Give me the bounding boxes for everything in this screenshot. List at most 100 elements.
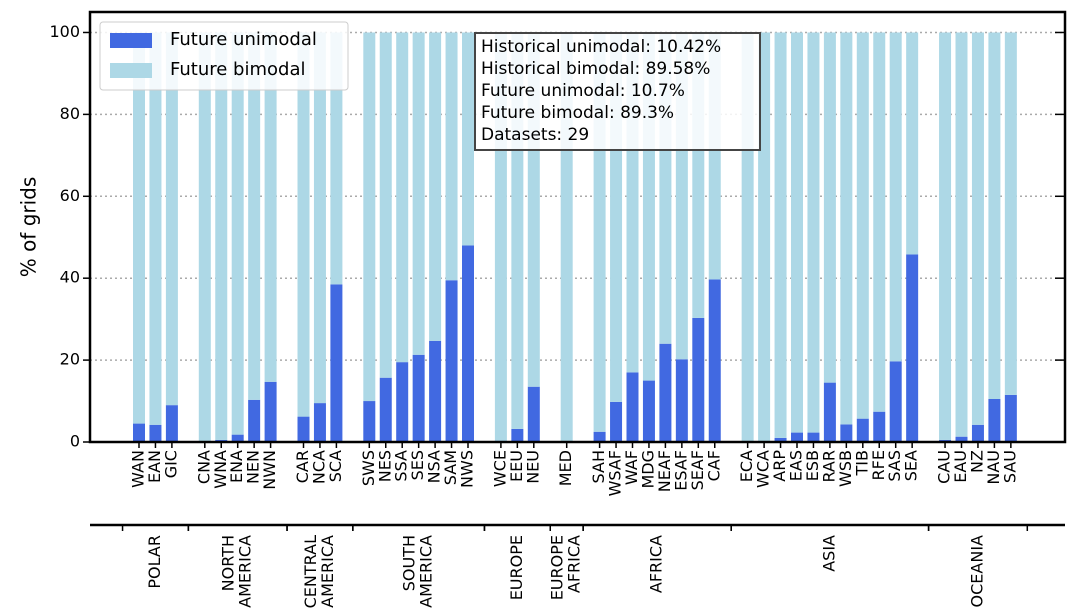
bar-segment (429, 32, 442, 341)
group-label: ASIA (819, 535, 838, 572)
bar-segment (675, 359, 688, 442)
bar-segment (445, 280, 458, 442)
plot-frame (88, 10, 1067, 444)
bar-segment (297, 32, 310, 417)
legend-label: Future bimodal (170, 59, 305, 80)
x-tick-label: WSB (836, 450, 855, 487)
x-tick-label: WSAF (606, 450, 625, 496)
bar-segment (248, 399, 261, 442)
bar-segment (840, 32, 853, 425)
bar-segment (971, 32, 984, 425)
bar-segment (511, 32, 524, 429)
bar-segment (313, 32, 326, 404)
x-tick-label: WNA (211, 450, 230, 489)
legend-swatch (110, 63, 152, 78)
annotation-box (474, 32, 761, 151)
x-tick-label: NAU (984, 450, 1003, 485)
x-tick-label: WCE (490, 450, 509, 487)
bar-segment (133, 423, 145, 442)
bar-segment (396, 362, 409, 442)
x-tick-label: SEAF (688, 450, 707, 490)
x-tick-label: WCA (754, 450, 773, 488)
legend-box (99, 21, 349, 91)
bar-segment (149, 32, 162, 425)
bar-segment (856, 32, 869, 419)
bar-segment (610, 401, 623, 442)
annotation-line: Future bimodal: 89.3% (481, 103, 674, 123)
x-tick-label: ENA (227, 450, 246, 483)
x-tick-label: EAS (787, 450, 806, 481)
bar-segment (955, 32, 968, 437)
x-tick-label: SCA (326, 450, 345, 482)
bar-segment (445, 32, 458, 281)
bar-segment (412, 32, 425, 355)
legend-label: Future unimodal (170, 29, 317, 50)
bar-segment (774, 437, 787, 442)
x-tick-label: GIC (161, 450, 180, 478)
x-tick-label: NZ (967, 450, 986, 473)
y-tick-label: 80 (60, 104, 80, 123)
x-tick-label: CAR (293, 450, 312, 483)
bar-segment (626, 372, 639, 442)
bar-segment (807, 32, 820, 433)
x-tick-label: SAU (1000, 450, 1019, 483)
x-tick-label: TIB (852, 450, 871, 476)
bar-segment (215, 32, 228, 440)
y-tick-label: 0 (70, 432, 80, 451)
bar-segment (642, 380, 655, 442)
bar-segment (231, 434, 244, 442)
bar-segment (462, 32, 474, 246)
bar-segment (396, 32, 409, 363)
bar-segment (593, 431, 606, 442)
x-tick-label: RAR (819, 450, 838, 483)
group-label: OCEANIA (967, 535, 986, 608)
bar-segment (873, 411, 886, 442)
bar-segment (379, 377, 392, 442)
x-tick-label: ESB (803, 450, 822, 481)
x-tick-label: SES (408, 450, 427, 480)
bar-segment (231, 32, 244, 435)
bar-segment (149, 424, 162, 442)
group-label: NORTH (219, 535, 238, 591)
bar-segment (791, 432, 803, 442)
annotation-line: Datasets: 29 (481, 125, 589, 145)
y-tick-label: 20 (60, 350, 80, 369)
group-label: POLAR (145, 535, 164, 589)
bar-segment (363, 32, 376, 402)
x-tick-label: NWS (458, 450, 477, 488)
x-tick-label: NES (375, 450, 394, 482)
bar-segment (823, 382, 836, 442)
bar-segment (692, 317, 705, 442)
bar-segment (297, 416, 310, 442)
x-tick-label: SAS (885, 450, 904, 482)
bar-segment (988, 399, 1001, 442)
y-tick-label: 60 (60, 186, 80, 205)
bar-segment (363, 401, 376, 442)
group-label: AFRICA (565, 535, 584, 593)
bar-segment (873, 32, 886, 412)
group-label: AFRICA (647, 535, 666, 593)
bar-segment (248, 32, 261, 400)
x-tick-label: RFE (869, 450, 888, 480)
x-tick-label: SAH (589, 450, 608, 483)
bar-segment (856, 418, 869, 442)
y-tick-label: 40 (60, 268, 80, 287)
bar-segment (939, 32, 952, 440)
bar-segment (264, 381, 277, 442)
bar-segment (198, 32, 211, 442)
x-tick-label: MED (556, 450, 575, 486)
bar-segment (840, 424, 853, 442)
x-tick-label: CAF (704, 450, 723, 481)
x-tick-label: CAU (935, 450, 954, 484)
x-tick-label: MDG (638, 450, 657, 489)
bar-segment (412, 354, 425, 442)
bar-segment (774, 32, 787, 438)
group-label: SOUTH (400, 535, 419, 591)
x-tick-label: WAN (129, 450, 148, 488)
x-tick-label: SEA (902, 450, 921, 481)
bar-segment (1004, 32, 1017, 395)
x-tick-label: EAN (145, 450, 164, 483)
bar-segment (971, 424, 984, 442)
x-tick-label: SWS (359, 450, 378, 486)
